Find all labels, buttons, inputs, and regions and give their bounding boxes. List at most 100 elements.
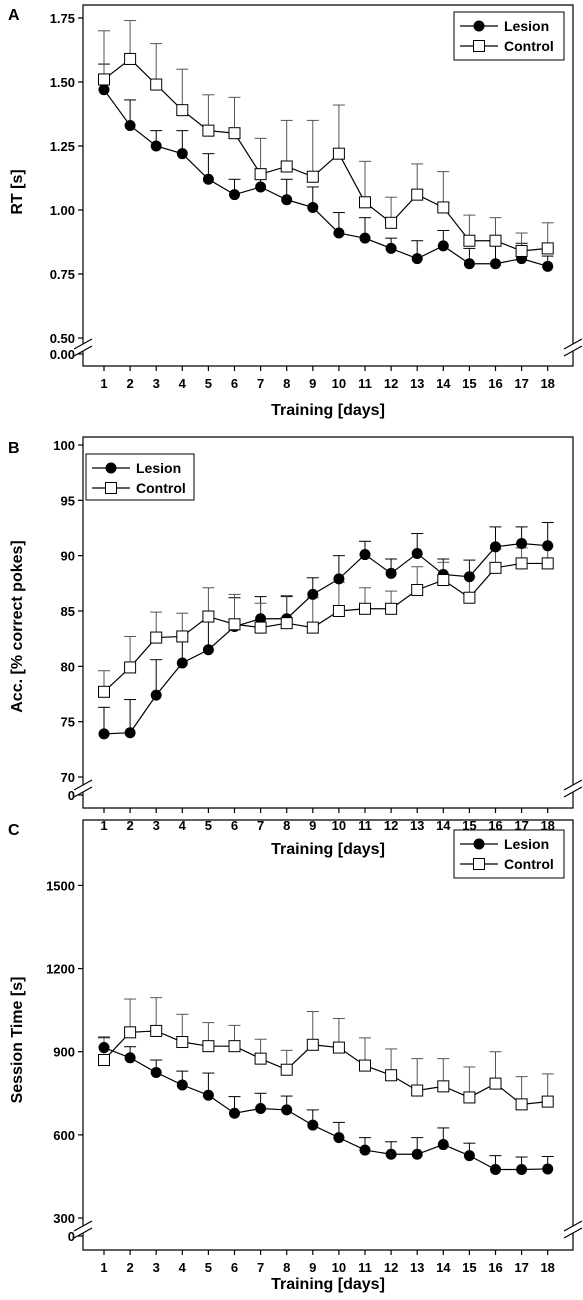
data-point (516, 537, 528, 549)
data-point (98, 1042, 110, 1054)
y-tick-label: 100 (53, 438, 75, 453)
y-tick-label: 0 (68, 1229, 75, 1244)
y-tick-label: 300 (53, 1211, 75, 1226)
data-point (411, 253, 423, 265)
data-point (437, 1080, 450, 1093)
x-tick-label: 2 (126, 376, 133, 391)
data-point (411, 1084, 424, 1097)
data-point (98, 73, 110, 86)
y-tick-label: 70 (61, 770, 75, 785)
data-point (228, 127, 241, 140)
axis-break-mark (73, 779, 93, 791)
data-point (255, 1103, 267, 1115)
data-point (150, 1067, 162, 1078)
data-point (359, 549, 371, 561)
data-point (281, 1104, 293, 1116)
data-point (541, 1095, 554, 1108)
x-tick-label: 3 (153, 376, 160, 391)
data-point (463, 1091, 476, 1104)
x-axis-title: Training [days] (271, 1276, 385, 1293)
data-point (332, 605, 345, 617)
axis-frame-bottom (82, 1233, 574, 1251)
data-point (359, 196, 371, 209)
data-point (490, 258, 501, 270)
panel-letter: A (8, 7, 20, 24)
legend: Lesion Control (85, 453, 195, 501)
data-point (98, 1054, 110, 1067)
data-point (489, 561, 502, 574)
data-point (385, 602, 398, 615)
data-point (202, 1089, 214, 1101)
markers-lesion (98, 1042, 554, 1175)
data-point (332, 1041, 345, 1054)
y-tick-label: 0.50 (50, 331, 75, 346)
data-point (254, 168, 267, 181)
legend-marker (473, 40, 485, 52)
series-line (103, 58, 548, 252)
panel-letter: C (8, 822, 20, 839)
x-tick-label: 11 (358, 1260, 372, 1275)
legend-label: Control (136, 480, 186, 496)
data-point (176, 1036, 189, 1049)
data-point (385, 1069, 398, 1082)
data-point (202, 610, 215, 623)
data-point (255, 613, 267, 625)
data-point (124, 120, 136, 132)
x-tick-label: 7 (257, 376, 264, 391)
data-point (490, 541, 501, 553)
x-tick-label: 10 (332, 376, 346, 391)
data-point (254, 1052, 267, 1065)
axis-frame-bottom (82, 351, 574, 367)
x-tick-label: 14 (436, 818, 451, 833)
x-tick-label: 5 (205, 376, 212, 391)
axis-break-mark (73, 1227, 93, 1239)
data-point (229, 189, 240, 201)
x-tick-label: 15 (462, 1260, 476, 1275)
data-point (333, 227, 345, 239)
x-tick-label: 13 (410, 376, 424, 391)
data-point (333, 1132, 345, 1144)
x-tick-label: 7 (257, 818, 264, 833)
data-point (98, 728, 110, 740)
x-axis-title: Training [days] (271, 402, 385, 419)
x-tick-label: 2 (126, 1260, 133, 1275)
data-point (176, 148, 188, 160)
markers-control (98, 557, 554, 698)
data-point (541, 242, 554, 255)
data-point (280, 617, 293, 630)
data-point (333, 573, 345, 585)
data-point (542, 260, 554, 272)
x-tick-label: 5 (205, 1260, 212, 1275)
legend-label: Control (504, 38, 554, 54)
data-point (411, 188, 424, 201)
legend-marker (105, 462, 117, 474)
series-control (98, 545, 554, 693)
axis-break-mark (563, 779, 583, 791)
data-point (437, 1139, 449, 1151)
x-tick-label: 16 (488, 376, 502, 391)
data-point (124, 52, 137, 65)
x-tick-label: 13 (410, 1260, 424, 1275)
x-tick-label: 16 (488, 818, 502, 833)
x-tick-label: 10 (332, 1260, 346, 1275)
data-point (98, 84, 110, 96)
axis-break-mark (563, 786, 583, 798)
axis-break-mark (73, 1220, 93, 1232)
y-tick-label: 900 (53, 1045, 75, 1060)
legend-box (453, 11, 565, 61)
data-point (385, 567, 397, 579)
data-point (463, 591, 476, 604)
x-tick-label: 6 (231, 1260, 238, 1275)
y-tick-label: 95 (61, 493, 75, 508)
series-lesion (98, 1036, 554, 1171)
axis-frame-top (82, 4, 574, 344)
series-control (98, 997, 554, 1105)
legend-label: Lesion (504, 836, 549, 852)
series-line (103, 562, 548, 693)
legend-marker (473, 858, 485, 870)
data-point (176, 1079, 188, 1091)
x-tick-label: 17 (514, 1260, 528, 1275)
